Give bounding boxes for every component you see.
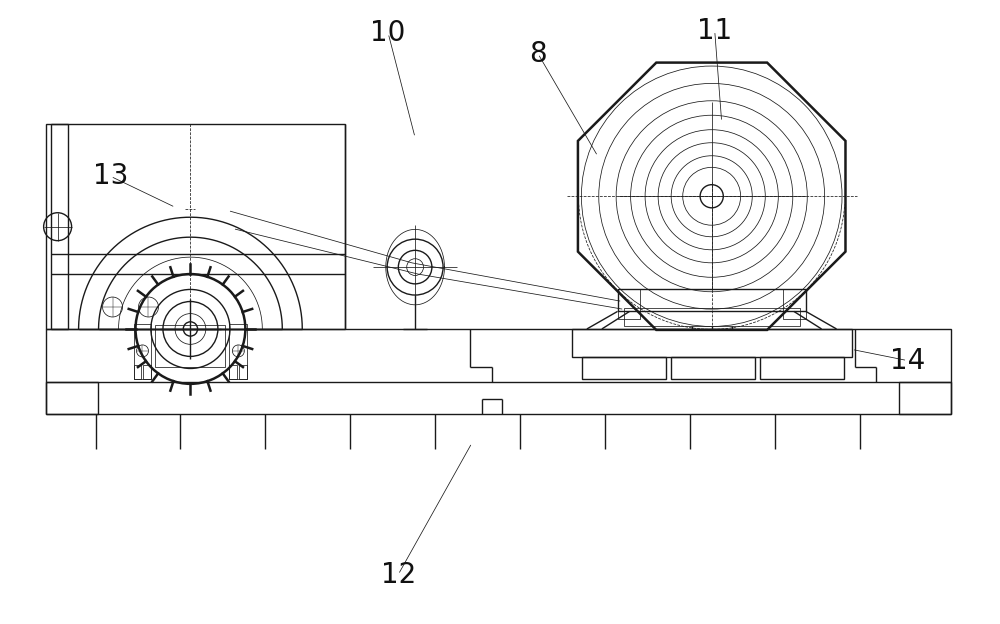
Bar	[134, 324, 151, 379]
Bar	[134, 365, 141, 379]
Bar	[155, 325, 225, 367]
Text: 12: 12	[381, 561, 416, 588]
Bar	[229, 324, 247, 379]
Bar	[624, 308, 800, 326]
Bar	[46, 329, 951, 382]
Text: 11: 11	[697, 17, 732, 44]
Bar	[239, 365, 247, 379]
Bar	[582, 357, 666, 379]
Bar	[143, 365, 151, 379]
Bar	[572, 329, 852, 357]
Text: 8: 8	[529, 39, 547, 67]
Bar	[46, 382, 98, 414]
Bar	[46, 124, 68, 329]
Bar	[51, 124, 345, 329]
Bar	[671, 357, 755, 379]
Text: 13: 13	[93, 162, 128, 190]
Bar	[618, 290, 640, 319]
Bar	[899, 382, 951, 414]
Bar	[229, 365, 237, 379]
Text: 14: 14	[890, 346, 925, 374]
Bar	[783, 290, 806, 319]
Bar	[760, 357, 844, 379]
Text: 10: 10	[370, 19, 406, 47]
Bar	[618, 290, 806, 311]
